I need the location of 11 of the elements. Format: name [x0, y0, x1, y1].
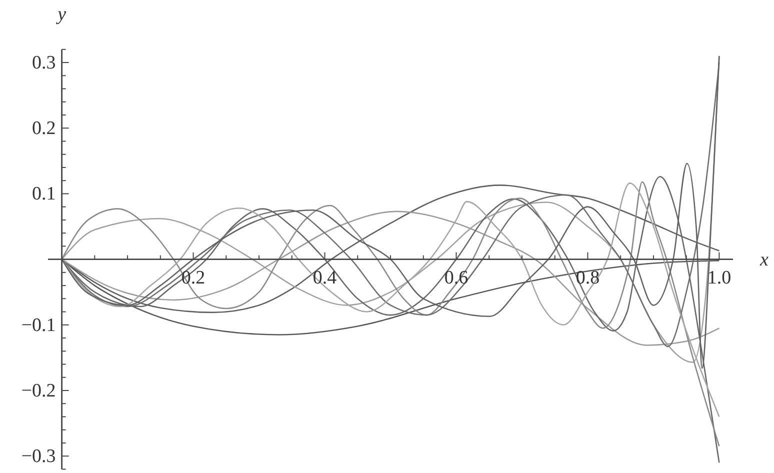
x-tick-label: 1.0: [707, 267, 732, 288]
y-tick-label: −0.2: [21, 380, 56, 402]
y-tick-label: 0.2: [32, 118, 56, 140]
x-tick-label: 0.8: [576, 267, 600, 288]
y-tick-label: 0.1: [32, 184, 56, 205]
x-tick-label: 0.4: [312, 267, 338, 288]
y-axis-title: y: [56, 4, 67, 25]
y-tick-label: −0.1: [21, 314, 56, 336]
x-axis-title: x: [759, 249, 769, 270]
y-tick-label: 0.3: [32, 52, 56, 74]
y-tick-label: −0.3: [21, 446, 56, 468]
